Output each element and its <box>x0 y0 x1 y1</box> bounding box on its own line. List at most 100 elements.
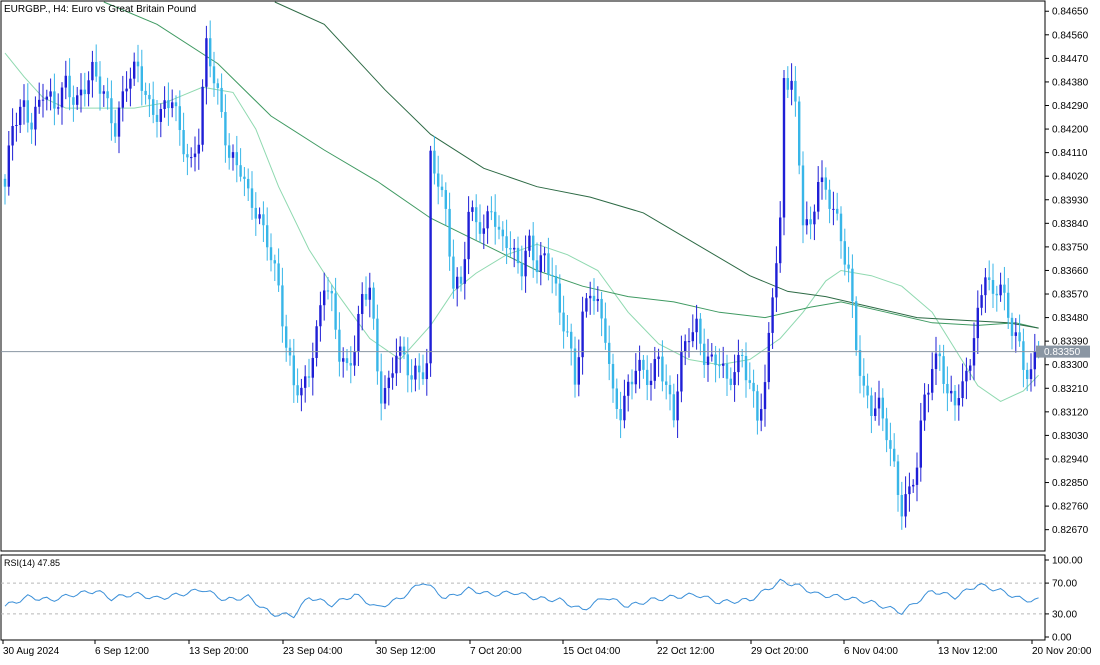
candle <box>896 454 900 512</box>
candle-body <box>824 177 827 190</box>
candle <box>1029 353 1033 392</box>
candle-body <box>805 219 808 226</box>
candle-body <box>653 359 656 381</box>
candle-body <box>988 277 991 281</box>
candle-body <box>342 358 345 362</box>
candle-body <box>425 363 428 380</box>
candle <box>520 245 523 291</box>
candle <box>991 263 995 308</box>
candle <box>687 328 691 358</box>
candle-body <box>756 391 759 421</box>
candle-body <box>478 222 482 234</box>
candle <box>478 204 482 243</box>
candle <box>121 75 124 122</box>
candle-body <box>851 268 854 302</box>
candle-body <box>1022 341 1025 370</box>
candle-body <box>581 311 584 358</box>
candle <box>665 364 668 400</box>
candle <box>167 82 170 126</box>
candle-body <box>349 363 352 366</box>
candle <box>976 290 979 355</box>
candle <box>539 242 542 286</box>
candle <box>965 357 968 400</box>
candle <box>300 378 303 412</box>
candle <box>554 265 558 296</box>
rsi-tick-label: 0.00 <box>1052 633 1072 644</box>
candle <box>566 314 569 337</box>
candle <box>505 219 508 265</box>
candle-body <box>68 75 71 98</box>
candle <box>870 387 873 434</box>
candle-body <box>53 91 56 109</box>
candle-body <box>38 99 41 107</box>
candle-body <box>338 329 341 362</box>
candle-body <box>114 123 117 137</box>
candle <box>908 472 911 512</box>
candle <box>60 82 64 125</box>
candle-body <box>991 280 995 294</box>
candle <box>212 51 216 97</box>
candle <box>144 82 147 105</box>
candle-body <box>304 376 307 388</box>
candle-body <box>554 276 558 284</box>
candle <box>661 340 664 392</box>
candle-body <box>190 157 193 159</box>
candle <box>410 359 413 393</box>
candle-body <box>307 376 311 378</box>
candle <box>551 257 554 294</box>
time-tick-label: 6 Sep 12:00 <box>95 646 149 657</box>
candle <box>695 304 698 350</box>
candle-body <box>801 165 805 226</box>
candle <box>307 358 311 388</box>
candle-body <box>775 263 778 298</box>
candle <box>893 433 896 467</box>
candle <box>433 136 436 185</box>
candle <box>296 368 299 403</box>
candle-body <box>957 398 960 406</box>
candle <box>235 135 238 183</box>
candle <box>931 352 934 401</box>
rsi-tick-label: 30.00 <box>1052 609 1077 620</box>
candle <box>326 277 330 300</box>
candle-body <box>57 107 60 109</box>
candle-body <box>509 248 512 250</box>
candle <box>843 228 846 276</box>
candle-body <box>570 331 573 349</box>
candle-body <box>3 178 7 187</box>
candle-body <box>630 381 634 385</box>
time-tick-label: 23 Sep 04:00 <box>283 646 343 657</box>
candle <box>125 71 128 102</box>
candle-body <box>798 101 801 166</box>
candlestick-series <box>3 20 1040 530</box>
candle <box>494 194 497 245</box>
candle <box>562 295 565 349</box>
ma-slow-line <box>274 1 1039 329</box>
candle-body <box>965 370 968 382</box>
candle <box>706 338 710 382</box>
candle <box>1007 278 1010 329</box>
price-tick-label: 0.83210 <box>1052 384 1089 395</box>
candle <box>323 272 326 321</box>
time-tick-label: 7 Oct 20:00 <box>470 646 522 657</box>
candle-body <box>938 353 941 357</box>
price-tick-label: 0.84290 <box>1052 101 1089 112</box>
rsi-panel[interactable] <box>0 554 1046 641</box>
candle <box>900 481 903 530</box>
candle <box>152 81 155 124</box>
candle-body <box>235 152 238 166</box>
candle-body <box>98 76 102 94</box>
candle <box>630 369 634 400</box>
candle <box>315 320 318 367</box>
candle-body <box>266 225 269 248</box>
candle-body <box>684 341 687 352</box>
candle-body <box>836 208 839 214</box>
candle-body <box>250 188 254 208</box>
candle <box>497 215 501 240</box>
candle <box>129 67 132 107</box>
candle-body <box>680 351 683 392</box>
candle-body <box>969 365 972 371</box>
candle-body <box>615 388 618 409</box>
candle-body <box>547 253 550 275</box>
